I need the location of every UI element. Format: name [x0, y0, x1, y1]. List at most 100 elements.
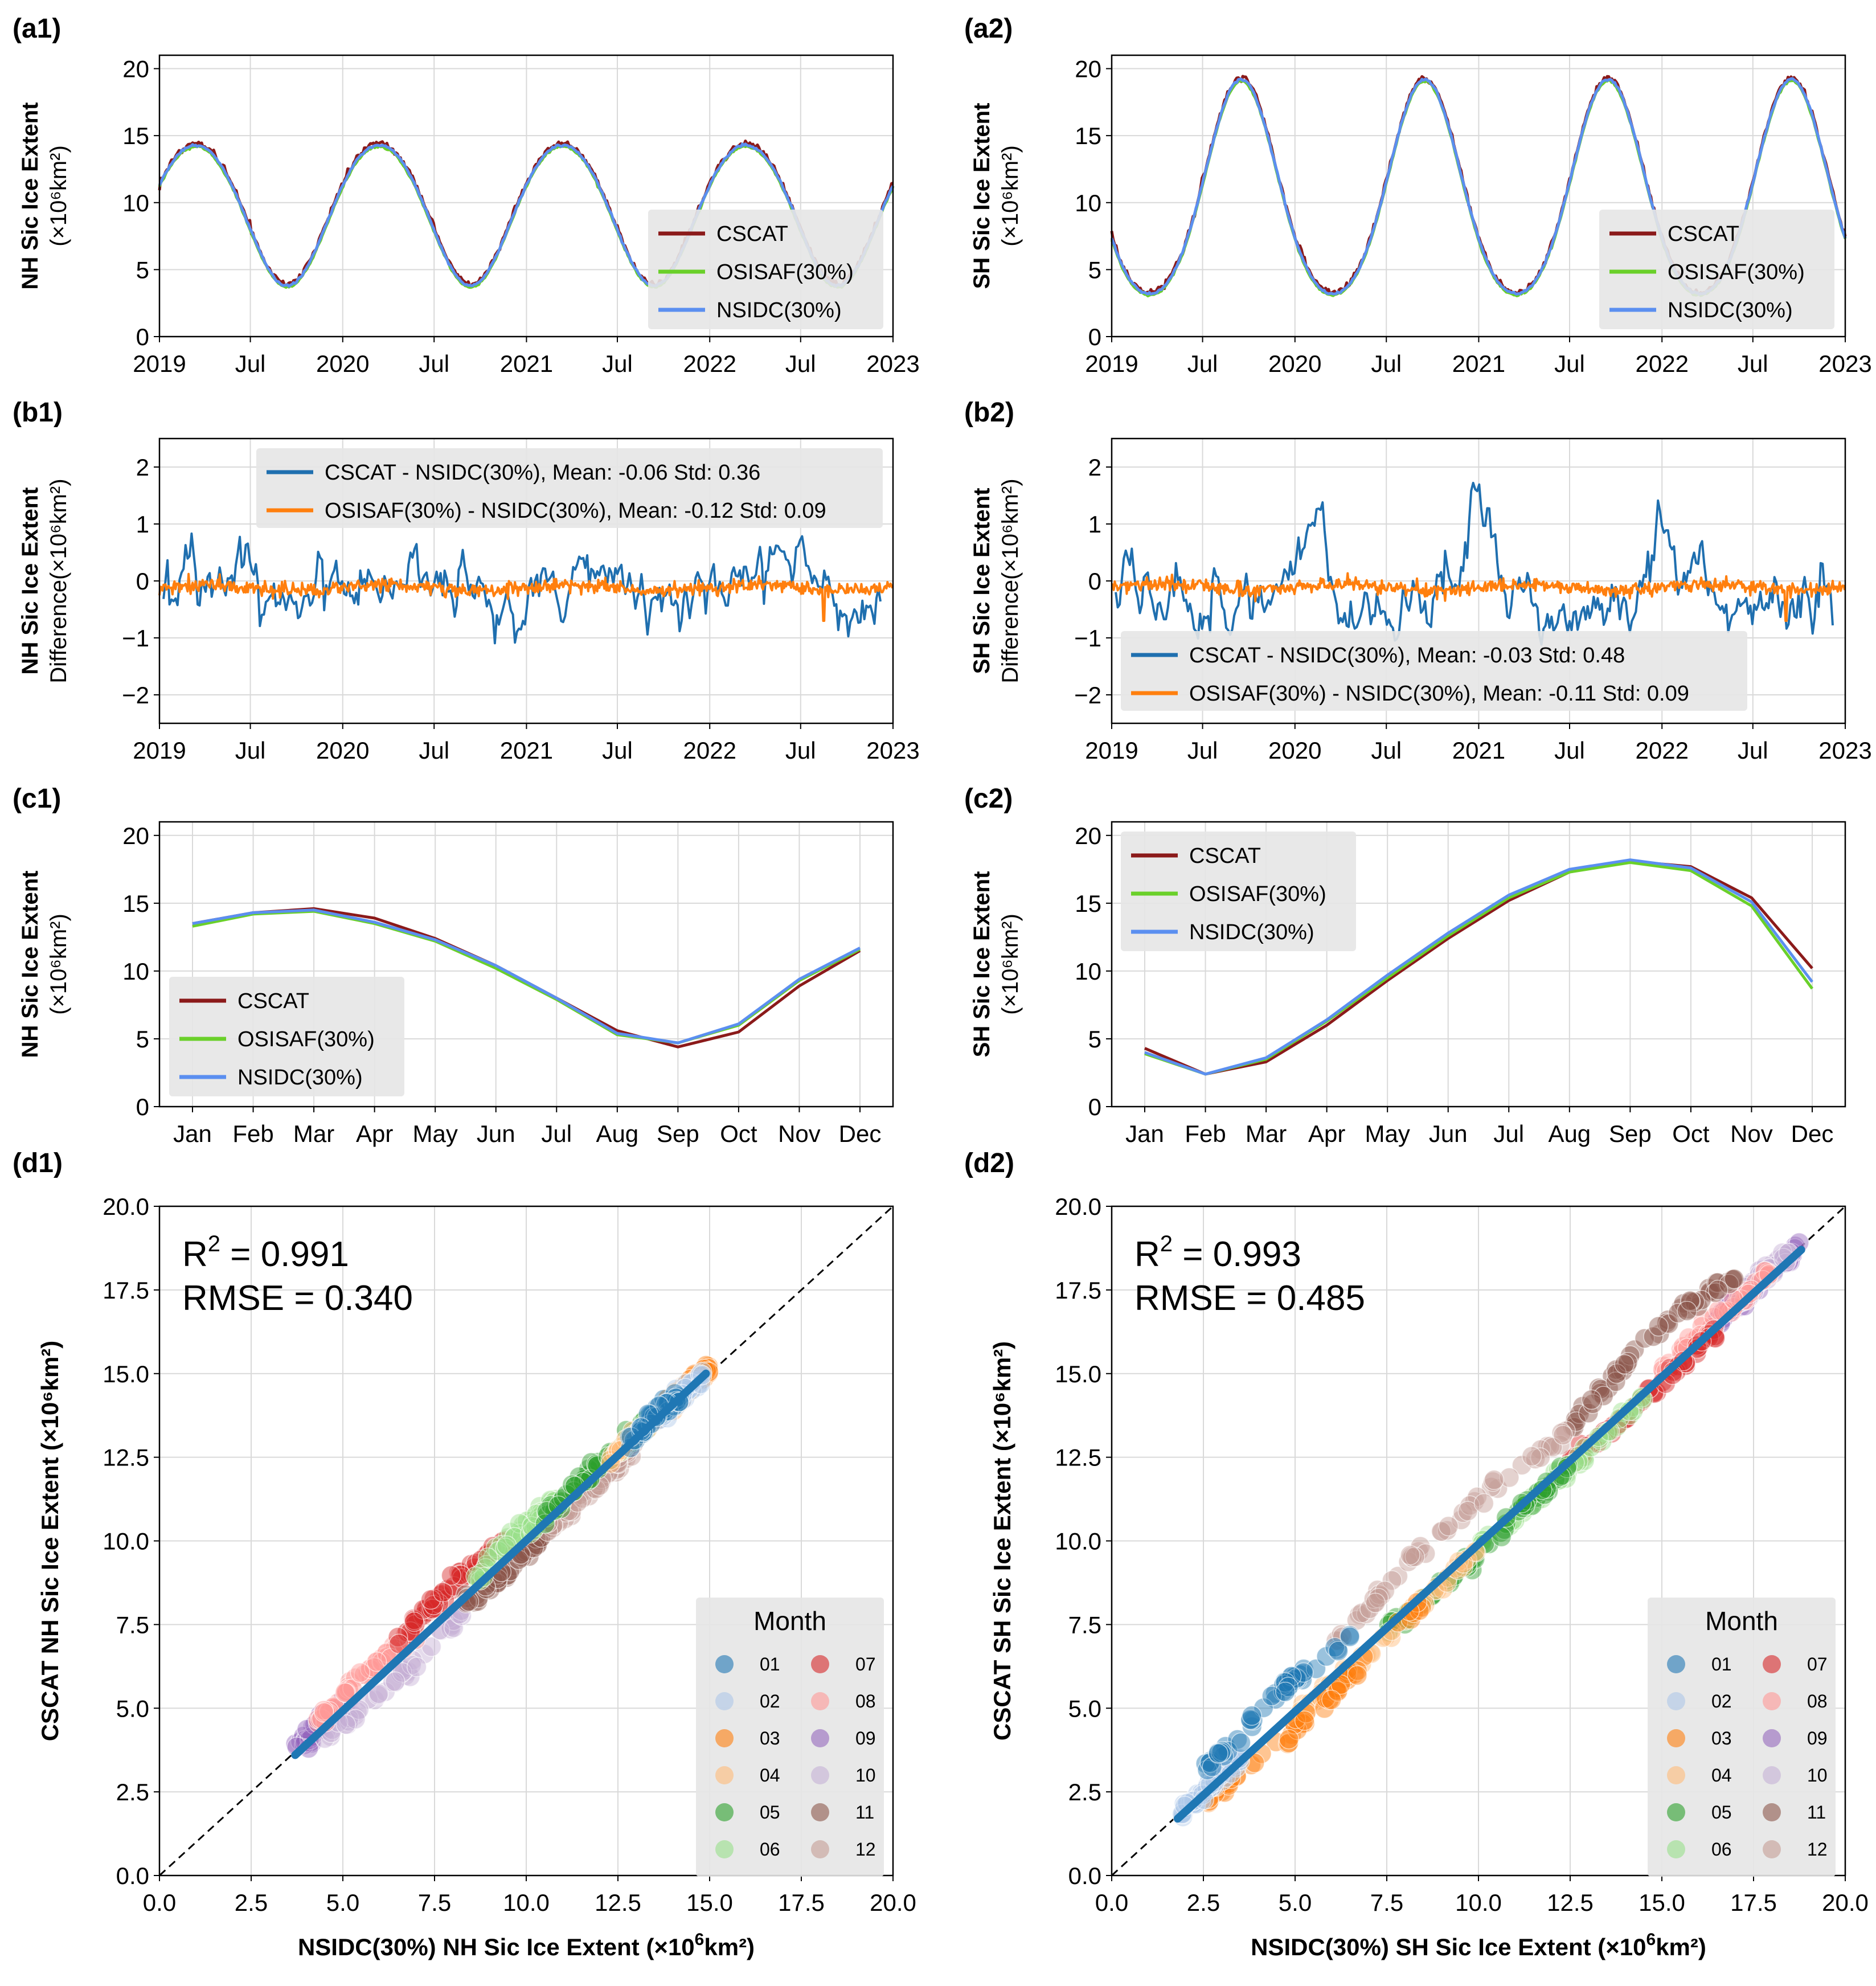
- d1-point: [334, 1682, 355, 1703]
- a2-xtick-label: Jul: [1738, 350, 1768, 377]
- b2-ytick-label: −2: [1074, 682, 1101, 709]
- a1-ytick-label: 10: [122, 190, 149, 216]
- d1-rmse-text: RMSE = 0.340: [182, 1279, 413, 1318]
- chart-b2-sh-difference: 2019 Jul 2020 Jul 2021 Jul 2022 Jul 2023 −2 −1 0 1 2 S…: [969, 437, 1872, 764]
- chart-c1-nh-monthly-climatology: Jan Feb Mar Apr May Jun Jul Aug Sep Oct Nov Dec 0 5 10…: [18, 821, 894, 1147]
- d2-legend-box: [1648, 1598, 1836, 1877]
- d2-point: [1634, 1328, 1655, 1349]
- c1-frame: [158, 821, 894, 1108]
- d1-xlabel-unit: km²): [704, 1934, 755, 1960]
- d2-legend-label-10: 10: [1807, 1765, 1828, 1786]
- b2-ylabel-line2: Difference(×10⁶km²): [998, 478, 1023, 683]
- d1-legend-marker-11: [811, 1803, 829, 1821]
- d2-point: [1242, 1705, 1262, 1726]
- b1-xtick-label: Jul: [419, 737, 449, 764]
- d1-legend-title: Month: [753, 1606, 826, 1636]
- b2-ylabel-line1: SH Sic Ice Extent: [969, 488, 994, 674]
- d1-ytick-label: 10.0: [103, 1528, 149, 1555]
- a2-ylabel-line1: SH Sic Ice Extent: [969, 103, 994, 289]
- d2-xtick-label: 7.5: [1370, 1889, 1403, 1916]
- d2-legend-marker-07: [1763, 1655, 1781, 1673]
- d2-xtick-label: 17.5: [1730, 1889, 1777, 1916]
- b2-legend-label: CSCAT - NSIDC(30%), Mean: -0.03 Std: 0.4…: [1189, 644, 1625, 668]
- d2-point: [1553, 1425, 1574, 1446]
- d2-legend-label-02: 02: [1711, 1691, 1732, 1711]
- b1-ytick-label: −2: [122, 682, 149, 709]
- d2-legend-marker-03: [1667, 1729, 1685, 1747]
- d1-ytick-label: 2.5: [116, 1779, 149, 1805]
- a2-xtick-label: 2021: [1452, 350, 1505, 377]
- a2-xtick-label: 2019: [1085, 350, 1138, 377]
- a2-xtick-label: 2022: [1636, 350, 1689, 377]
- d2-r2-sup: 2: [1160, 1231, 1173, 1256]
- a1-xtick-label: Jul: [602, 350, 633, 377]
- d2-legend-marker-12: [1763, 1840, 1781, 1858]
- b2-xtick-label: 2020: [1268, 737, 1321, 764]
- d2-r2-symbol: R: [1134, 1235, 1160, 1274]
- c1-xtick-label: Apr: [356, 1120, 393, 1147]
- d2-xlabel-sup: 6: [1646, 1930, 1656, 1949]
- a2-legend-label: OSISAF(30%): [1668, 260, 1805, 284]
- d2-legend-marker-09: [1763, 1729, 1781, 1747]
- d2-point: [1293, 1662, 1314, 1683]
- a1-legend-box: [648, 210, 883, 329]
- c2-ytick-label: 15: [1075, 890, 1101, 917]
- a1-ytick-label: 15: [122, 122, 149, 149]
- d2-xlabel-unit: km²): [1656, 1934, 1706, 1960]
- b1-cscat-diff-line: [162, 532, 882, 645]
- b2-ytick-label: 1: [1088, 511, 1101, 538]
- d2-point: [1530, 1447, 1551, 1468]
- d2-point: [1210, 1742, 1231, 1763]
- d2-point: [1707, 1272, 1728, 1293]
- a1-ylabel-line2: (×10⁶km²): [46, 145, 71, 247]
- d2-point: [1677, 1300, 1697, 1321]
- b2-legend-box: [1121, 631, 1747, 711]
- panel-label-d1: (d1): [13, 1148, 63, 1178]
- c2-nsidc-line: [1144, 858, 1813, 1076]
- d1-point: [421, 1636, 442, 1657]
- d1-legend-marker-10: [811, 1766, 829, 1784]
- b1-ylabel: NH Sic Ice Extent Difference(×10⁶km²): [18, 478, 71, 683]
- b2-xtick-label: 2022: [1636, 737, 1689, 764]
- d2-legend-marker-10: [1763, 1766, 1781, 1784]
- d2-legend-label-06: 06: [1711, 1839, 1732, 1860]
- d2-legend-marker-04: [1667, 1766, 1685, 1784]
- d2-point: [1614, 1354, 1635, 1375]
- b2-xtick-label: 2019: [1085, 737, 1138, 764]
- d1-frame: [158, 1205, 894, 1877]
- b1-xtick-label: 2020: [316, 737, 369, 764]
- d1-legend-marker-06: [715, 1840, 734, 1858]
- c1-ylabel-line1: NH Sic Ice Extent: [18, 870, 43, 1058]
- c1-xtick-label: Feb: [232, 1120, 273, 1147]
- c1-ytick-label: 5: [136, 1026, 149, 1053]
- d2-point: [1365, 1592, 1386, 1613]
- chart-b1-nh-difference: 2019 Jul 2020 Jul 2021 Jul 2022 Jul 2023 −2 −1 0 1 2 N…: [18, 437, 920, 764]
- c2-legend-label: NSIDC(30%): [1189, 920, 1314, 944]
- d1-point: [404, 1611, 424, 1632]
- d1-xtick-label: 12.5: [595, 1889, 641, 1916]
- d1-fit-line: [291, 1369, 710, 1759]
- d2-xlabel-main: NSIDC(30%) SH Sic Ice Extent (×10: [1251, 1934, 1646, 1960]
- d2-ytick-label: 2.5: [1068, 1779, 1101, 1805]
- panel-label-b2: (b2): [964, 398, 1014, 428]
- b2-xtick-label: Jul: [1371, 737, 1402, 764]
- d1-legend-label-09: 09: [855, 1728, 876, 1749]
- a2-xtick-label: Jul: [1554, 350, 1585, 377]
- a2-legend-box: [1599, 210, 1834, 329]
- d2-point: [1316, 1646, 1337, 1667]
- b1-ytick-label: −1: [122, 625, 149, 652]
- d1-r2-symbol: R: [182, 1235, 208, 1274]
- a2-ylabel-line2: (×10⁶km²): [998, 145, 1023, 247]
- c1-legend-label: NSIDC(30%): [237, 1066, 363, 1090]
- d2-point: [1208, 1743, 1228, 1764]
- c1-xtick-label: Aug: [596, 1120, 638, 1147]
- a1-legend-label: NSIDC(30%): [716, 298, 842, 322]
- d2-ytick-label: 0.0: [1068, 1862, 1101, 1889]
- d1-legend-marker-12: [811, 1840, 829, 1858]
- d1-legend-label-06: 06: [760, 1839, 780, 1860]
- d2-point: [1279, 1729, 1299, 1750]
- c1-ytick-label: 20: [122, 822, 149, 849]
- b1-ytick-label: 2: [136, 454, 149, 481]
- b2-ylabel: SH Sic Ice Extent Difference(×10⁶km²): [969, 478, 1023, 683]
